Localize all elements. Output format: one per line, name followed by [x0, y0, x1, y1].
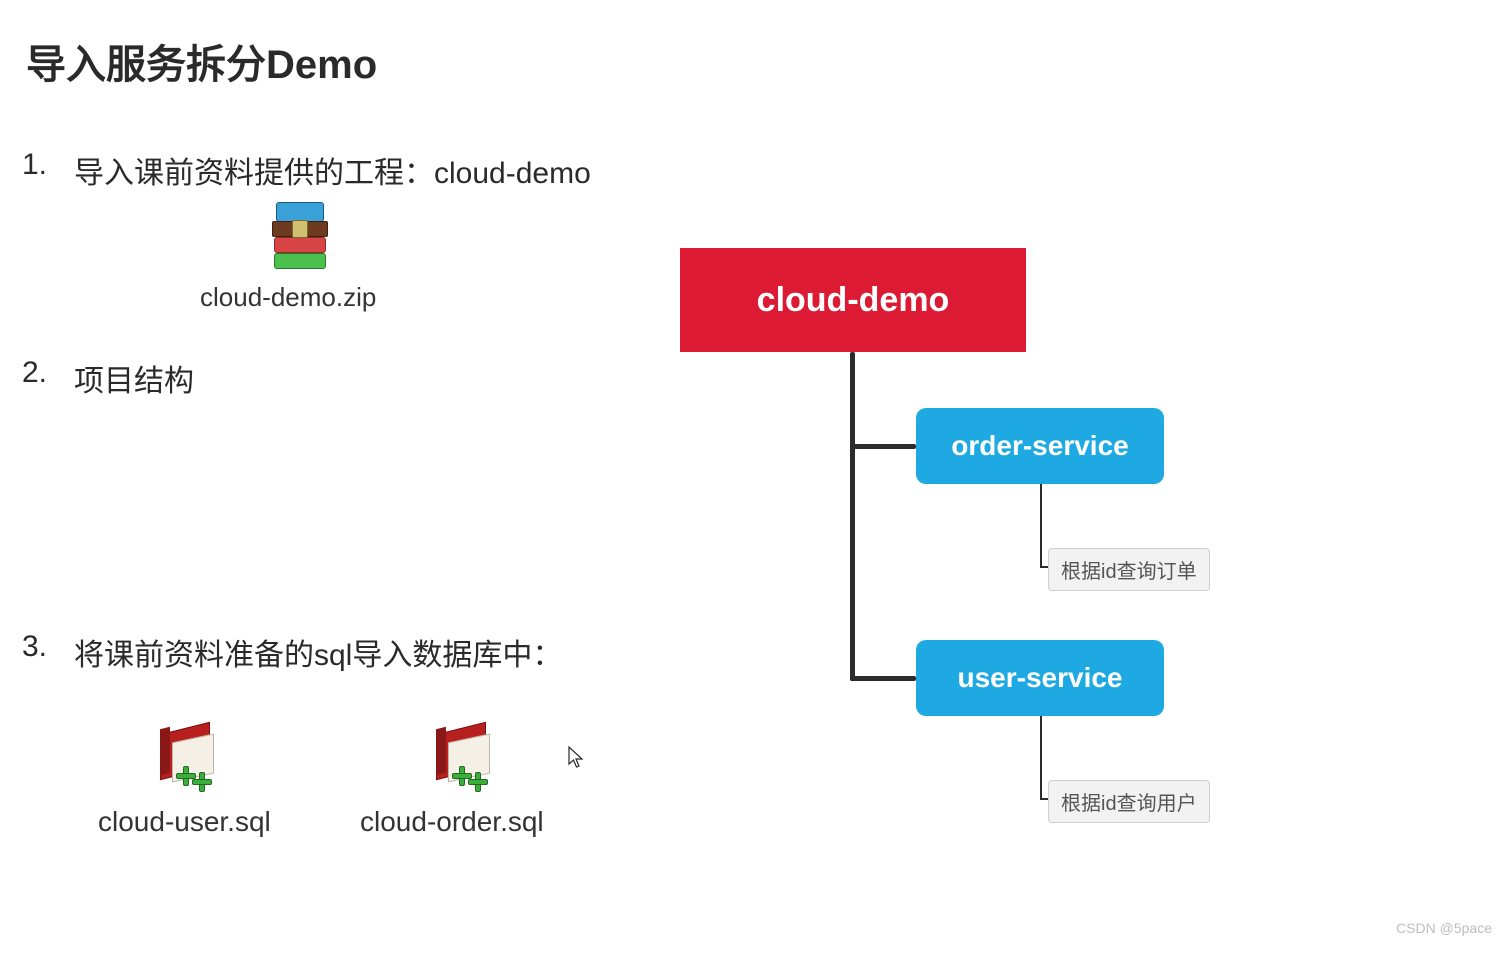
zip-archive-icon	[270, 202, 330, 268]
step-3-number: 3.	[22, 630, 47, 664]
diagram-node-user: user-service	[916, 640, 1164, 716]
diagram-leaf-order-query: 根据id查询订单	[1048, 548, 1210, 591]
zip-file-label: cloud-demo.zip	[200, 282, 376, 313]
step-1-text: 导入课前资料提供的工程：cloud-demo	[74, 148, 591, 192]
sql-file-1-label: cloud-user.sql	[98, 806, 271, 838]
watermark: CSDN @5pace	[1396, 920, 1492, 936]
sql-file-icon	[160, 722, 230, 792]
cursor-icon	[568, 746, 586, 770]
step-3-text: 将课前资料准备的sql导入数据库中：	[74, 630, 562, 674]
step-2-number: 2.	[22, 356, 47, 390]
step-1-number: 1.	[22, 148, 47, 182]
diagram-node-order-label: order-service	[951, 430, 1128, 462]
diagram-leaf-user-query: 根据id查询用户	[1048, 780, 1210, 823]
diagram-node-root-label: cloud-demo	[757, 281, 950, 320]
page-title: 导入服务拆分Demo	[26, 32, 377, 90]
step-2-text: 项目结构	[74, 356, 194, 400]
diagram-node-root: cloud-demo	[680, 248, 1026, 352]
diagram-node-user-label: user-service	[957, 662, 1122, 694]
sql-file-2-label: cloud-order.sql	[360, 806, 544, 838]
diagram-node-order: order-service	[916, 408, 1164, 484]
sql-file-icon	[436, 722, 506, 792]
